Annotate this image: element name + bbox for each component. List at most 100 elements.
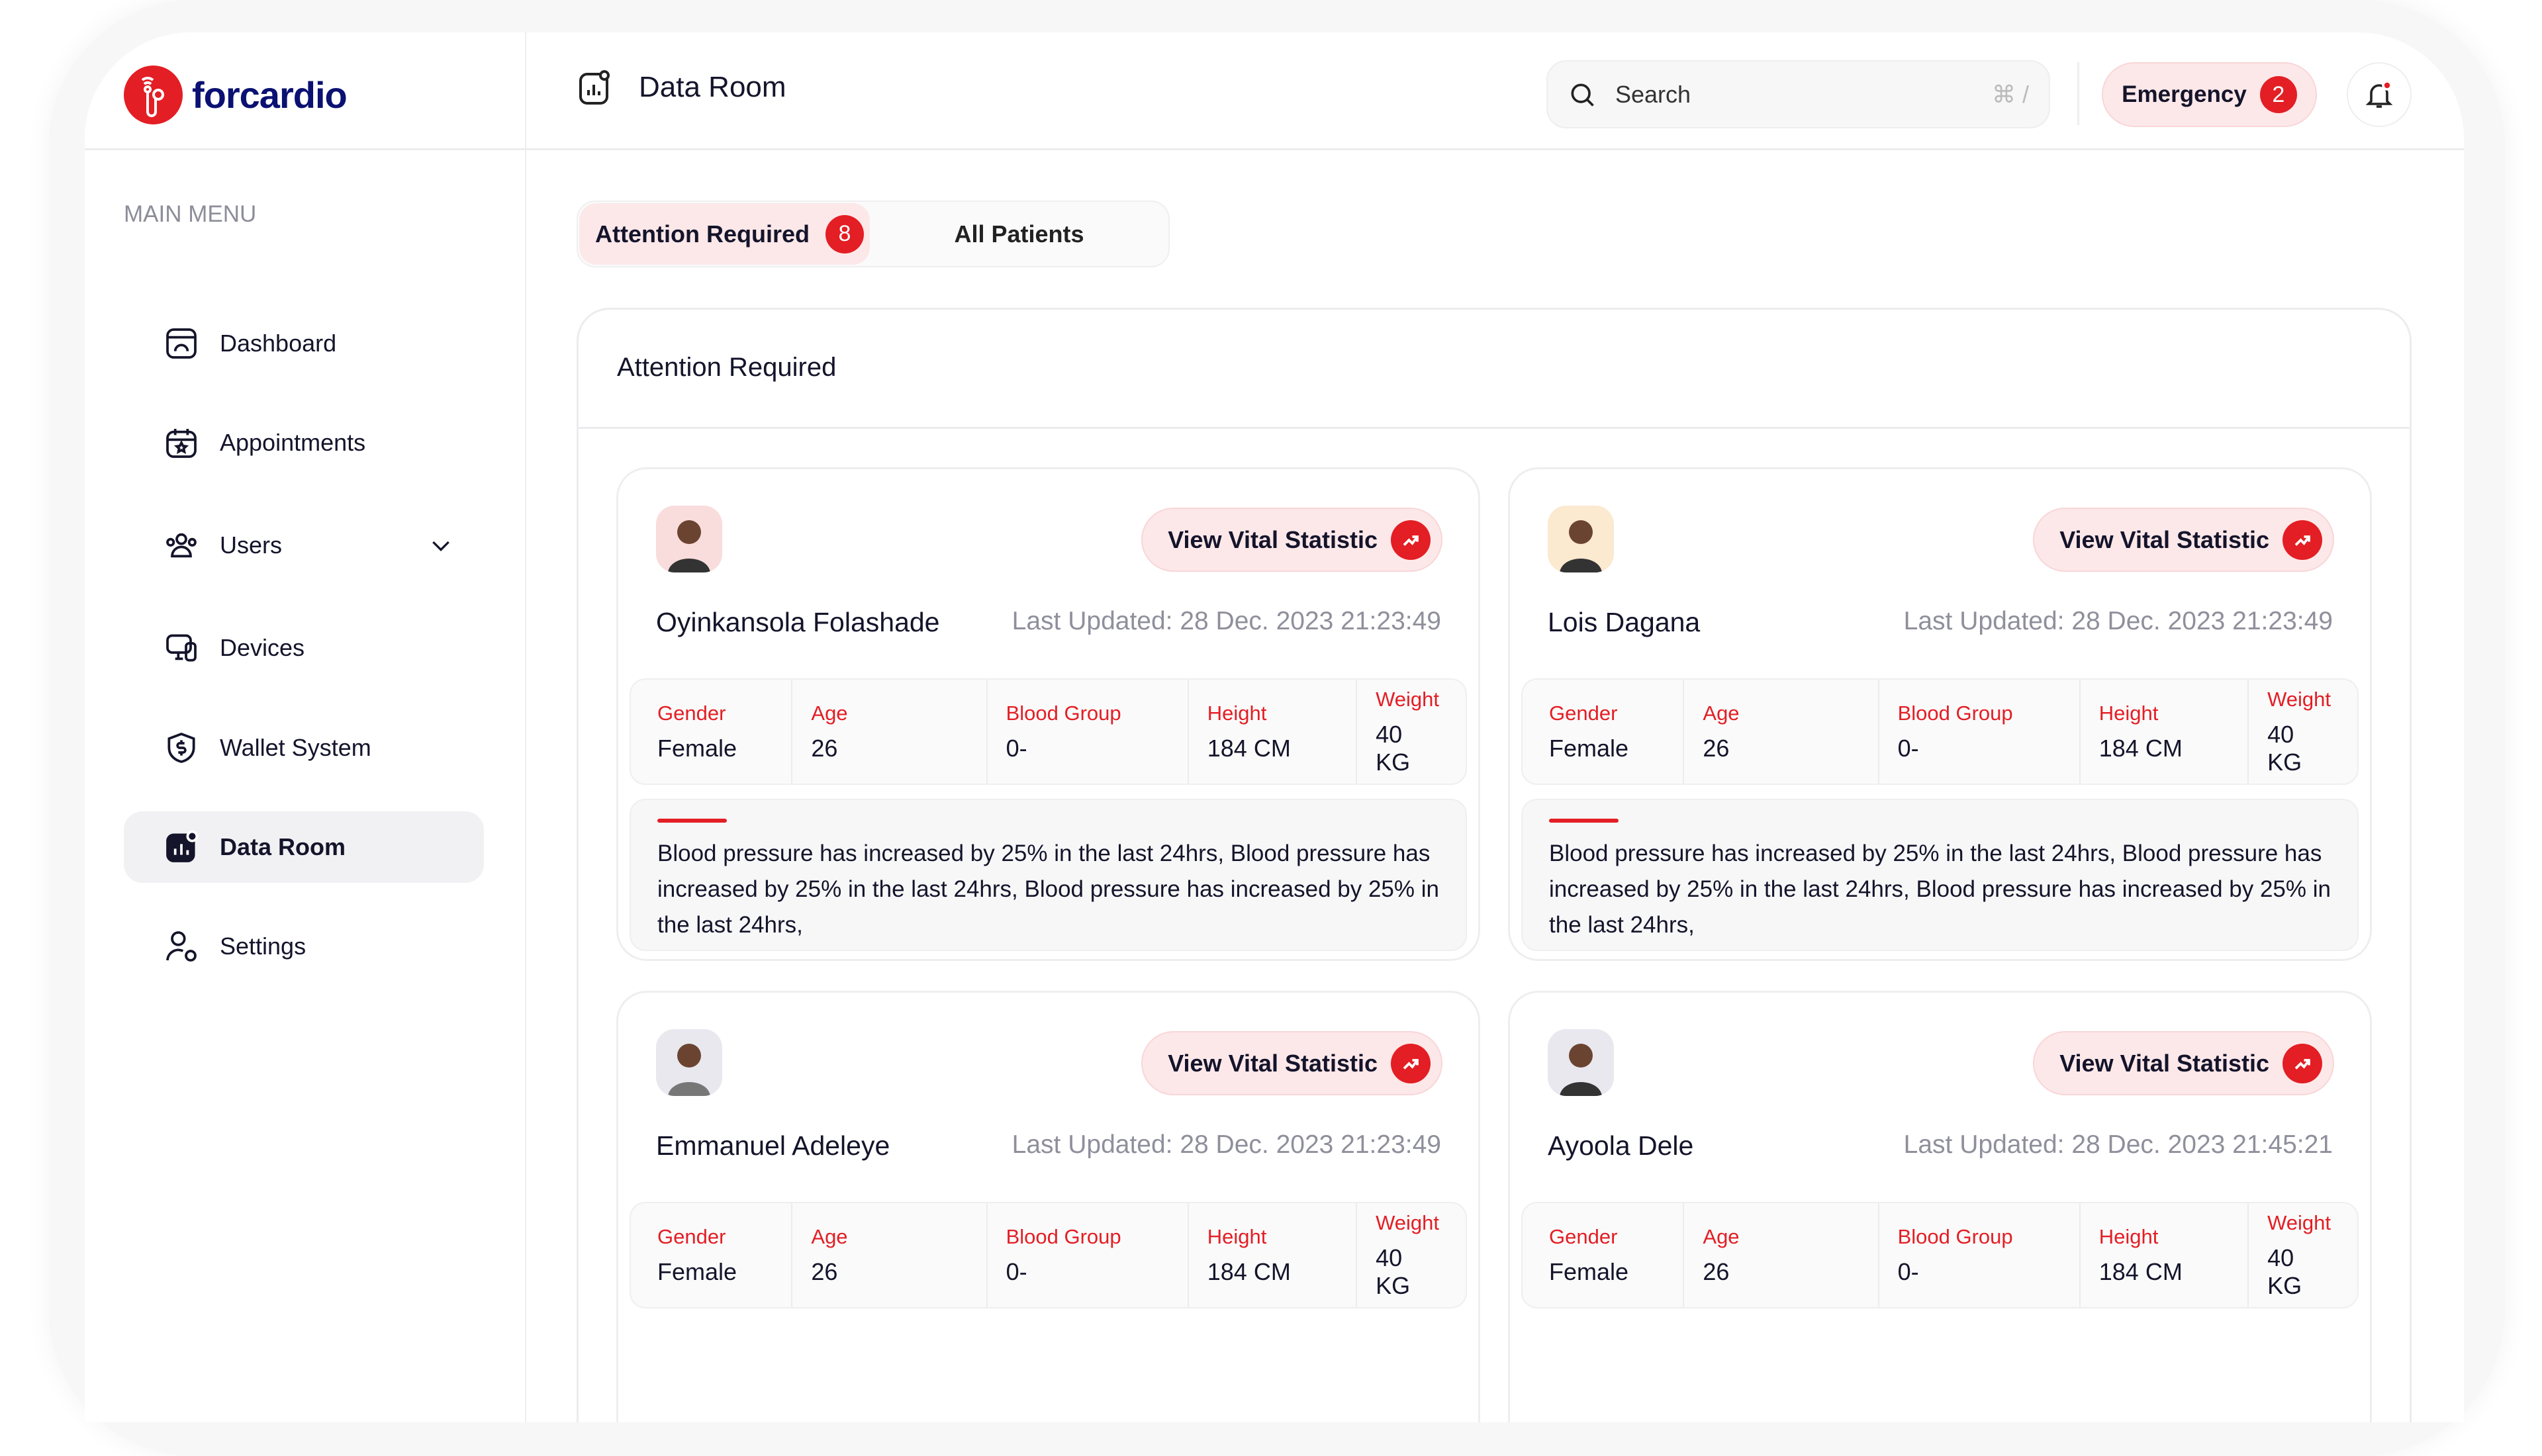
emergency-label: Emergency: [2122, 81, 2247, 107]
patient-card: View Vital Statistic Oyinkansola Folasha…: [616, 467, 1480, 961]
stat-age: Age 26: [792, 1203, 988, 1307]
button-label: View Vital Statistic: [2059, 525, 2269, 553]
alert-text: Blood pressure has increased by 25% in t…: [1549, 841, 2331, 938]
patient-card: View Vital Statistic Emmanuel Adeleye La…: [616, 991, 1480, 1422]
tab-all-patients[interactable]: All Patients: [954, 220, 1084, 248]
stat-gender: Gender Female: [657, 1203, 793, 1307]
stat-gender: Gender Female: [1549, 680, 1685, 784]
sidebar-item-dashboard[interactable]: Dashboard: [124, 308, 484, 379]
sidebar-item-label: Appointments: [220, 429, 366, 456]
chart-icon: [166, 830, 199, 862]
search-input[interactable]: Search ⌘ /: [1546, 60, 2050, 128]
stat-value: 40 KG: [1376, 1244, 1411, 1299]
page-header: Data Room: [578, 69, 786, 106]
dashboard-icon: [166, 328, 197, 359]
stat-blood-group: Blood Group 0-: [988, 680, 1189, 784]
stat-label: Blood Group: [1006, 1224, 1121, 1248]
notifications-button[interactable]: [2347, 62, 2412, 127]
header-divider: [85, 148, 2464, 150]
alert-indicator: [657, 819, 727, 823]
sidebar-item-appointments[interactable]: Appointments: [124, 407, 484, 478]
stat-label: Weight: [1376, 1210, 1440, 1234]
stat-label: Blood Group: [1897, 1224, 2013, 1248]
stat-age: Age 26: [792, 680, 988, 784]
header-separator: [2077, 62, 2079, 125]
sidebar-item-users[interactable]: Users: [124, 510, 484, 581]
stat-label: Weight: [2267, 687, 2331, 711]
stat-value: 0-: [1006, 734, 1027, 762]
logo[interactable]: forcardio: [124, 66, 348, 124]
stat-label: Age: [811, 1224, 848, 1248]
patient-stats: Gender Female Age 26 Blood Group 0- Height 184 …: [630, 678, 1467, 785]
alert-text: Blood pressure has increased by 25% in t…: [657, 841, 1439, 938]
logo-stethoscope-icon: [124, 66, 183, 124]
stat-label: Age: [1703, 701, 1740, 725]
stat-gender: Gender Female: [1549, 1203, 1685, 1307]
stat-label: Gender: [1549, 1224, 1618, 1248]
view-vital-statistic-button[interactable]: View Vital Statistic: [2033, 508, 2334, 572]
page-title: Data Room: [639, 71, 786, 103]
stat-label: Age: [811, 701, 848, 725]
stat-label: Blood Group: [1897, 701, 2013, 725]
stat-label: Height: [2098, 701, 2159, 725]
last-updated: Last Updated: 28 Dec. 2023 21:23:49: [1012, 1130, 1441, 1159]
avatar: [656, 506, 722, 572]
stat-value: 0-: [1897, 734, 1919, 762]
button-label: View Vital Statistic: [1168, 1049, 1378, 1077]
trend-up-icon: [1391, 520, 1431, 560]
stat-value: Female: [1549, 1257, 1629, 1285]
search-placeholder: Search: [1615, 80, 1691, 108]
view-vital-statistic-button[interactable]: View Vital Statistic: [1141, 508, 1442, 572]
stat-value: 40 KG: [1376, 720, 1411, 776]
devices-icon: [166, 634, 197, 662]
sidebar-item-devices[interactable]: Devices: [124, 612, 484, 684]
stat-value: Female: [1549, 734, 1629, 762]
trend-up-icon: [2283, 520, 2322, 560]
emergency-button[interactable]: Emergency 2: [2102, 62, 2317, 127]
panel-divider: [579, 427, 2410, 429]
stat-height: Height 184 CM: [2081, 1203, 2249, 1307]
trend-up-icon: [2283, 1043, 2322, 1083]
stat-value: 26: [1703, 734, 1730, 762]
sidebar-item-label: Devices: [220, 634, 305, 661]
main-menu-label: MAIN MENU: [124, 201, 257, 227]
stat-value: 184 CM: [1207, 1257, 1291, 1285]
stat-value: Female: [657, 734, 737, 762]
calendar-star-icon: [166, 429, 197, 458]
alert-indicator: [1549, 819, 1619, 823]
tab-label: Attention Required: [595, 220, 810, 248]
tab-attention-required[interactable]: Attention Required 8: [579, 203, 870, 265]
view-vital-statistic-button[interactable]: View Vital Statistic: [2033, 1031, 2334, 1095]
stat-blood-group: Blood Group 0-: [1879, 680, 2081, 784]
stat-value: 26: [811, 734, 838, 762]
panel-title: Attention Required: [617, 353, 837, 382]
chevron-down-icon[interactable]: [428, 532, 454, 559]
stat-value: 184 CM: [2098, 1257, 2183, 1285]
patient-card: View Vital Statistic Lois Dagana Last Up…: [1508, 467, 2372, 961]
user-gear-icon: [166, 931, 197, 962]
stat-label: Height: [2098, 1224, 2159, 1248]
view-vital-statistic-button[interactable]: View Vital Statistic: [1141, 1031, 1442, 1095]
patient-card: View Vital Statistic Ayoola Dele Last Up…: [1508, 991, 2372, 1422]
sidebar-item-wallet-system[interactable]: Wallet System: [124, 712, 484, 784]
sidebar-item-label: Dashboard: [220, 330, 337, 357]
stat-height: Height 184 CM: [2081, 680, 2249, 784]
stat-label: Height: [1207, 701, 1267, 725]
patient-name: Oyinkansola Folashade: [656, 607, 940, 637]
stat-age: Age 26: [1684, 1203, 1879, 1307]
stat-blood-group: Blood Group 0-: [988, 1203, 1189, 1307]
stat-label: Gender: [657, 701, 726, 725]
logo-text: forcardio: [192, 74, 348, 116]
sidebar-item-data-room[interactable]: Data Room: [124, 811, 484, 883]
sidebar-divider: [525, 32, 526, 1422]
stat-label: Blood Group: [1006, 701, 1121, 725]
alert-box: Blood pressure has increased by 25% in t…: [630, 799, 1467, 951]
stat-weight: Weight 40 KG: [2249, 1203, 2331, 1307]
stat-value: 26: [811, 1257, 838, 1285]
stat-weight: Weight 40 KG: [2249, 680, 2331, 784]
stat-value: 26: [1703, 1257, 1730, 1285]
avatar: [656, 1029, 722, 1096]
stat-blood-group: Blood Group 0-: [1879, 1203, 2081, 1307]
sidebar-item-label: Users: [220, 531, 283, 559]
sidebar-item-settings[interactable]: Settings: [124, 911, 484, 982]
